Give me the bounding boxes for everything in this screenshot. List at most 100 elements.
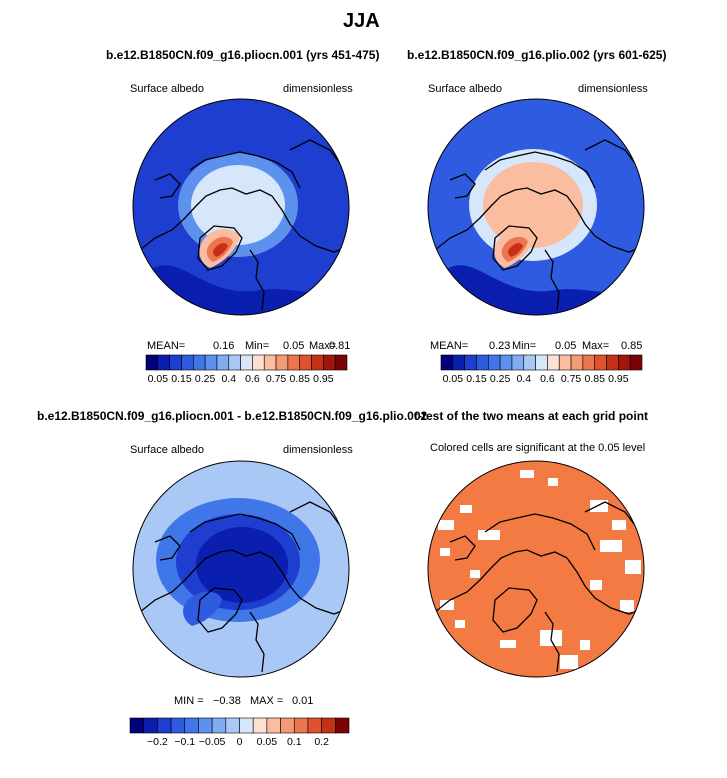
panel-3-units: dimensionless	[283, 444, 353, 456]
colorbar-2-swatch	[440, 354, 454, 371]
colorbar-2: 0.05 0.15 0.25 0.4 0.6 0.75 0.85 0.95	[440, 354, 643, 385]
map-1-greenland-core	[213, 243, 228, 257]
colorbar-3-tick-label: 0.2	[314, 736, 329, 748]
colorbar-1-tick-label: 0.15	[171, 373, 192, 385]
colorbar-1-tick-label: 0.95	[313, 373, 334, 385]
panel-2-variable: Surface albedo	[428, 83, 502, 95]
panel-1-title: b.e12.B1850CN.f09_g16.pliocn.001 (yrs 45…	[106, 48, 380, 62]
colorbar-2-tick-label: 0.85	[584, 373, 605, 385]
colorbar-1-tick-label: 0.75	[266, 373, 287, 385]
colorbar-1-swatch	[192, 354, 206, 371]
colorbar-3-swatch	[129, 717, 144, 734]
colorbar-2-swatch	[511, 354, 525, 371]
panel-1-mean-value: 0.16	[213, 340, 235, 352]
colorbar-1-swatch	[216, 354, 230, 371]
panel-1-variable: Surface albedo	[130, 83, 204, 95]
colorbar-2-swatch	[618, 354, 631, 371]
map-4-gap-cell	[455, 620, 465, 628]
colorbar-1-tick-label: 0.25	[195, 373, 216, 385]
panel-2-max-label: Max=	[582, 340, 610, 352]
panel-3-title: b.e12.B1850CN.f09_g16.pliocn.001 - b.e12…	[37, 409, 428, 423]
map-4-gap-cell	[460, 505, 472, 513]
colorbar-2-swatch	[594, 354, 607, 371]
panel-1-max-label: Max=	[309, 340, 337, 352]
colorbar-1-tick-label: 0.05	[148, 373, 169, 385]
colorbar-1-swatch	[204, 354, 218, 371]
colorbar-3-swatch	[170, 717, 186, 734]
colorbar-3-tick-label: 0.05	[257, 736, 278, 748]
panel-3-min-value: −0.38	[213, 695, 241, 707]
colorbar-3-tick-label: −0.1	[174, 736, 195, 748]
colorbar-1-swatch	[275, 354, 289, 371]
map-4-gap-cell	[470, 570, 480, 578]
colorbar-1-swatch	[334, 354, 348, 371]
panel-2-min-value: 0.05	[555, 340, 577, 352]
colorbar-2-swatch	[476, 354, 489, 371]
map-4-gap-cell	[438, 520, 454, 530]
panel-3-variable: Surface albedo	[130, 444, 204, 456]
panel-1-mean-label: MEAN=	[147, 340, 186, 352]
colorbar-2-tick-label: 0.95	[608, 373, 629, 385]
colorbar-3-swatch	[225, 717, 240, 734]
colorbar-3-swatch	[321, 717, 336, 734]
colorbar-1-swatch	[157, 354, 170, 371]
map-1-coastlines	[139, 139, 349, 311]
panel-2-mean-value: 0.23	[489, 340, 511, 352]
colorbar-2-swatch	[547, 354, 560, 371]
panel-2-units: dimensionless	[578, 83, 648, 95]
colorbar-2-swatch	[523, 354, 536, 371]
colorbar-1-swatch	[169, 354, 182, 371]
colorbar-2-tick-label: 0.6	[540, 373, 555, 385]
panel-2-title: b.e12.B1850CN.f09_g16.plio.002 (yrs 601-…	[407, 48, 667, 62]
colorbar-3-swatch	[293, 717, 309, 734]
colorbar-2-tick-label: 0.4	[516, 373, 531, 385]
colorbar-1-swatch	[145, 354, 159, 371]
map-4-gap-cell	[612, 520, 626, 530]
colorbar-1-swatch	[240, 354, 253, 371]
map-1	[133, 99, 349, 315]
map-4-gap-cell	[580, 640, 590, 650]
colorbar-1-swatch	[181, 354, 194, 371]
colorbar-3-tick-label: 0	[237, 736, 243, 748]
map-3-coastlines	[139, 501, 349, 673]
map-4-coastlines	[434, 501, 644, 673]
colorbar-1-tick-label: 0.6	[245, 373, 260, 385]
colorbar-2-tick-label: 0.75	[561, 373, 582, 385]
colorbar-1-swatch	[311, 354, 324, 371]
map-4-gap-cell	[548, 478, 558, 486]
colorbar-2-tick-label: 0.25	[490, 373, 511, 385]
colorbar-3-swatch	[198, 717, 213, 734]
colorbar-3-tick-label: −0.05	[199, 736, 226, 748]
map-2-greenland-core	[508, 243, 523, 257]
panel-3-max-label: MAX =	[250, 695, 284, 707]
colorbar-1-swatch	[263, 354, 277, 371]
map-1-sea-ice-field	[191, 165, 285, 245]
colorbar-1-swatch	[287, 354, 301, 371]
map-1-border	[132, 98, 350, 316]
colorbar-2-swatch	[499, 354, 513, 371]
colorbar-3-swatch	[211, 717, 227, 734]
colorbar-2-swatch	[558, 354, 572, 371]
map-4-gap-cell	[590, 580, 602, 590]
map-4-border	[427, 460, 645, 678]
colorbar-3-swatch	[239, 717, 254, 734]
map-3-border	[132, 460, 350, 678]
map-4-gap-cell	[520, 470, 534, 478]
map-4-gap-cell	[500, 640, 516, 648]
colorbar-1: 0.05 0.15 0.25 0.4 0.6 0.75 0.85 0.95	[145, 354, 348, 385]
map-3	[133, 461, 349, 677]
map-2-border	[427, 98, 645, 316]
map-3-greenland-anomaly	[183, 591, 222, 626]
map-4-significant-field	[428, 461, 644, 677]
colorbar-3-swatch	[266, 717, 281, 734]
map-4-gap-cell	[440, 600, 454, 610]
colorbar-3-swatch	[184, 717, 199, 734]
colorbar-2-tick-label: 0.05	[443, 373, 464, 385]
colorbar-3-swatch	[307, 717, 322, 734]
colorbar-2-swatch	[606, 354, 619, 371]
panel-2-min-label: Min=	[512, 340, 537, 352]
panel-1-min-value: 0.05	[283, 340, 305, 352]
map-3-core-anomaly-field	[196, 527, 288, 603]
colorbar-3: −0.2 −0.1 −0.05 0 0.05 0.1 0.2	[129, 717, 350, 748]
panel-3-max-value: 0.01	[292, 695, 314, 707]
